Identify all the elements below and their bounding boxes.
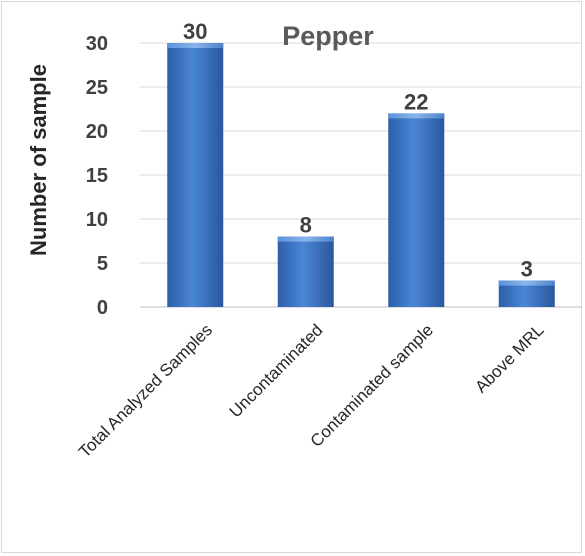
chart-title: Pepper [282,21,374,51]
bar [388,113,445,308]
data-label: 3 [521,257,533,282]
data-label: 30 [183,19,207,44]
y-tick-label: 0 [97,297,108,319]
x-tick-label: Above MRL [471,320,547,396]
bar [167,43,224,307]
y-tick-label: 15 [86,165,108,187]
x-tick-label: Contaminated sample [307,320,437,450]
bar-top [498,280,555,286]
data-label: 22 [404,89,428,114]
bar [277,236,334,307]
y-tick-label: 30 [86,33,108,55]
bar-top [167,43,224,48]
bar-top [277,236,334,242]
y-axis-title: Number of sample [26,64,51,256]
y-tick-label: 25 [86,77,108,99]
bar-top [388,113,445,119]
x-tick-label: Uncontaminated [226,320,327,421]
y-tick-label: 10 [86,209,108,231]
x-tick-label: Total Analyzed Samples [75,320,216,461]
y-tick-label: 20 [86,121,108,143]
data-label: 8 [300,213,312,238]
bars [167,43,555,308]
y-tick-label: 5 [97,253,108,275]
